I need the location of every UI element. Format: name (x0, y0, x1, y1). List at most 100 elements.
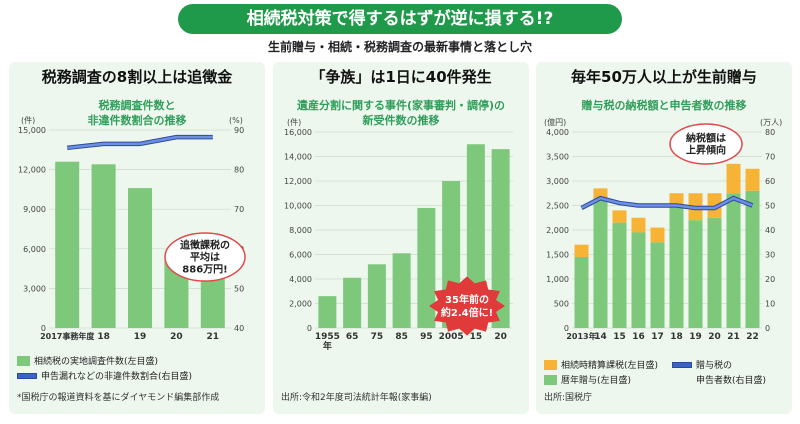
y2-tick-label: 80 (234, 166, 244, 175)
panel-title: 「争族」は1日に40件発生 (310, 68, 492, 86)
x-tick-label: 21 (207, 332, 220, 342)
panel-subtitle-line2: 非違件数割合の推移 (87, 114, 187, 127)
x-tick-label: 21 (727, 332, 740, 342)
legend: 相続税の実地調査件数(左目盛) 申告漏れなどの非違件数割合(右目盛) (17, 354, 192, 384)
y-tick-label: 3,000 (546, 177, 569, 186)
legend-item-filers-2: 申告者数(右目盛) (672, 373, 766, 386)
source-note: 出所:令和2年度司法統計年報(家事編) (281, 393, 432, 403)
panel-subtitle: 税務調査件数と 非違件数割合の推移 (9, 98, 265, 128)
callout-burst (429, 276, 505, 336)
x-tick-label: 95 (420, 332, 433, 342)
legend-label: 相続税の実地調査件数(左目盛) (34, 357, 159, 367)
bar-annual-gift (745, 190, 760, 328)
y-tick-label: 1,000 (546, 275, 569, 284)
x-tick-label: 85 (395, 332, 408, 342)
legend-swatch-bar (17, 355, 30, 366)
bar (128, 188, 152, 328)
chart-tax-audit: 15,0009012,000809,000706,000603,00050040… (18, 115, 246, 342)
panel-gift-tax: 毎年50万人以上が生前贈与 贈与税の納税額と申告者数の推移 4,000 80 3,5… (536, 62, 792, 414)
x-tick-label: 20 (494, 332, 507, 342)
y-tick-label: 4,000 (289, 275, 312, 284)
y-unit-label: (件) (21, 115, 35, 125)
y-unit-label: (億円) (544, 117, 566, 127)
x-tick-label: 19 (134, 332, 147, 342)
callout-text: 平均は (190, 250, 220, 263)
bar (55, 161, 80, 328)
y-tick-label: 1,500 (546, 251, 569, 260)
bar-annual-gift (688, 220, 703, 328)
bar (491, 149, 510, 328)
legend-swatch-line (17, 372, 37, 379)
panel-subtitle-line1: 贈与税の納税額と申告者数の推移 (581, 99, 747, 112)
bar-settlement-tax (612, 210, 627, 223)
bar (343, 277, 362, 328)
legend-label: 申告漏れなどの非違件数割合(右目盛) (41, 372, 193, 382)
panel-inheritance-disputes: 「争族」は1日に40件発生 遺産分割に関する事件(家事審判・調停)の 新受件数の… (273, 62, 529, 414)
bar-annual-gift (631, 232, 646, 328)
bar (367, 264, 386, 328)
x-tick-label: 20 (170, 332, 183, 342)
legend-label: 暦年贈与(左目盛) (561, 376, 632, 386)
y-tick-label: 0 (564, 324, 569, 333)
legend-item-annual-gift: 暦年贈与(左目盛) (544, 373, 658, 386)
legend-swatch-orange (544, 359, 557, 370)
callout-text: 886万円! (182, 263, 227, 275)
x-tick-label: 年 (323, 340, 332, 352)
source-note: 出所:国税庁 (544, 393, 593, 403)
legend-label: 申告者数(右目盛) (696, 376, 767, 386)
bar-settlement-tax (631, 217, 646, 233)
bar-settlement-tax (726, 163, 741, 194)
main-banner: 相続税対策で得するはずが逆に損する!? (178, 4, 622, 34)
x-tick-label: 20 (708, 332, 721, 342)
callout-text: 35年前の (445, 293, 489, 306)
y2-tick-label: 50 (234, 284, 244, 293)
callout-bubble (669, 123, 743, 165)
bar-annual-gift (726, 193, 741, 328)
panel-tax-audit: 税務調査の8割以上は追徴金 税務調査件数と 非違件数割合の推移 15,000 90… (9, 62, 265, 414)
bar (417, 207, 436, 328)
callout-text: 納税額は (686, 131, 726, 144)
y2-tick-label: 90 (234, 126, 244, 135)
legend-item-audit-count: 相続税の実地調査件数(左目盛) (17, 354, 192, 367)
y2-tick-label: 50 (765, 202, 775, 211)
y-tick-label: 15,000 (18, 126, 46, 135)
x-tick-label: 65 (346, 332, 359, 342)
y2-tick-label: 40 (234, 324, 244, 333)
y2-tick-label: 30 (765, 251, 775, 260)
x-tick-label: 1955 (315, 332, 340, 342)
callout-text: 追徴課税の (180, 238, 230, 251)
y2-tick-label: 20 (765, 275, 775, 284)
bar (91, 164, 116, 328)
y-tick-label: 2,000 (289, 300, 312, 309)
bar (318, 296, 337, 328)
y-tick-label: 6,000 (23, 245, 46, 254)
y-tick-label: 16,000 (284, 128, 312, 137)
y-tick-label: 0 (41, 324, 46, 333)
legend-swatch-green (544, 374, 557, 385)
y2-unit-label: (万人) (760, 118, 782, 127)
callout-text: 約2.4倍に! (441, 306, 493, 319)
line-series (67, 135, 213, 150)
x-tick-label: 19 (689, 332, 702, 342)
x-tick-label: 22 (746, 332, 759, 342)
panel-subtitle-line2: 新受件数の推移 (362, 114, 440, 127)
bar (392, 253, 411, 328)
panel-subtitle: 贈与税の納税額と申告者数の推移 (536, 98, 792, 113)
bar-settlement-tax (650, 227, 665, 243)
line-series (580, 196, 753, 210)
legend-line: 贈与税の 申告者数(右目盛) (672, 358, 766, 388)
y2-tick-label: 70 (234, 205, 244, 214)
x-tick-label: 18 (97, 332, 110, 342)
y-tick-label: 14,000 (284, 153, 312, 162)
callout-bubble (164, 232, 246, 282)
y2-tick-label: 10 (765, 300, 775, 309)
y-tick-label: 12,000 (18, 166, 46, 175)
main-subtitle: 生前贈与・相続・税務調査の最新事情と落とし穴 (267, 40, 532, 54)
x-tick-label: 75 (371, 332, 384, 342)
bar-settlement-tax (574, 244, 589, 257)
panel-title: 毎年50万人以上が生前贈与 (571, 68, 757, 86)
legend-swatch-line (672, 361, 692, 368)
bar-annual-gift (650, 242, 665, 328)
bar-annual-gift (612, 222, 627, 328)
legend: 相続時精算課税(左目盛) 暦年贈与(左目盛) (544, 358, 658, 388)
